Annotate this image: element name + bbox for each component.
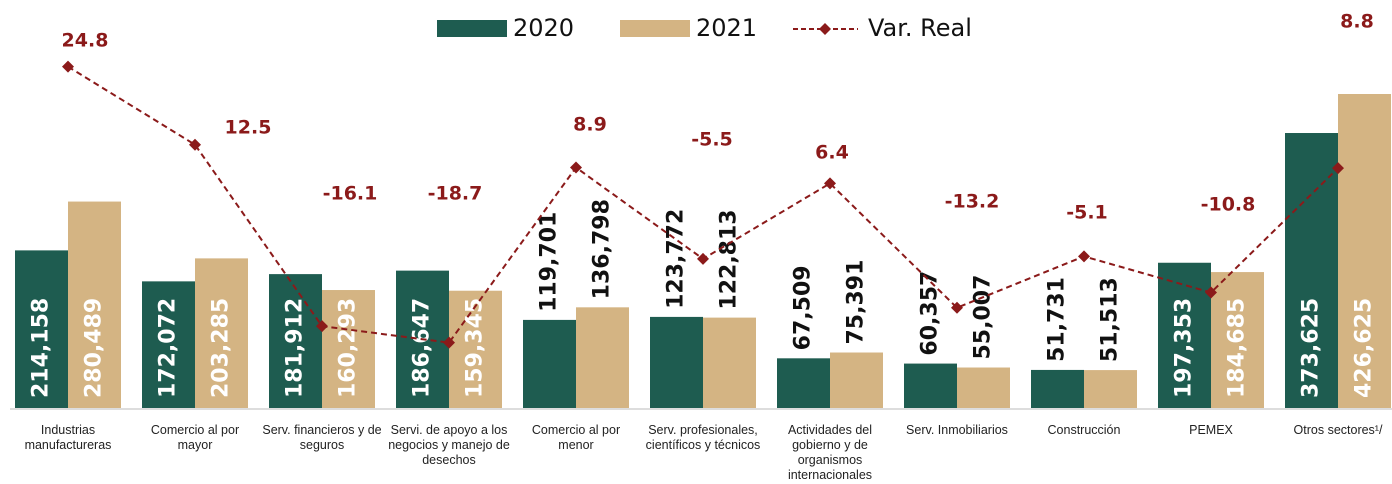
data-label: 122,813 [717, 209, 742, 309]
line-label: 24.8 [62, 30, 109, 52]
data-label: 214,158 [29, 298, 54, 398]
bar [650, 316, 703, 408]
bar [1285, 133, 1338, 408]
data-label: 159,345 [463, 298, 488, 398]
bar [957, 367, 1010, 408]
bar [904, 363, 957, 408]
data-label: 60,357 [918, 271, 943, 356]
x-tick-label: Actividades del gobierno y de organismos… [787, 423, 873, 482]
line-label: -16.1 [323, 183, 378, 205]
x-tick-label: Industrias manufactureras [24, 423, 112, 452]
line-marker [1332, 162, 1344, 175]
data-label: 197,353 [1172, 298, 1197, 398]
line-marker [697, 252, 709, 265]
data-label: 203,285 [209, 298, 234, 398]
legend-label: 2020 [513, 14, 574, 42]
data-label: 280,489 [82, 298, 107, 398]
line-marker [443, 336, 455, 349]
data-label: 55,007 [971, 275, 996, 360]
data-label: 426,625 [1352, 298, 1377, 398]
bar [777, 358, 830, 408]
line-label: -5.1 [1066, 202, 1108, 224]
line-label: -18.7 [428, 183, 483, 205]
data-label: 172,072 [156, 298, 181, 398]
data-label: 186,647 [410, 298, 435, 398]
bar [523, 319, 576, 408]
line-marker [570, 161, 582, 174]
x-tick-label: Comercio al por mayor [150, 423, 240, 452]
line-label: 8.9 [573, 114, 607, 136]
data-label: 136,798 [590, 199, 615, 299]
line-marker [62, 60, 74, 73]
bar [142, 281, 195, 408]
data-label: 75,391 [844, 260, 869, 345]
x-tick-label: Serv. profesionales, científicos y técni… [645, 423, 761, 452]
legend-label: 2021 [696, 14, 757, 42]
bar [1084, 370, 1137, 408]
bar [830, 352, 883, 408]
line-label: -10.8 [1201, 194, 1256, 216]
data-label: 160,293 [336, 298, 361, 398]
x-tick-label: Construcción [1047, 423, 1121, 437]
bar [195, 258, 248, 408]
data-label: 51,731 [1045, 277, 1070, 362]
bar [1211, 272, 1264, 408]
legend-swatch [437, 20, 507, 37]
data-label: 119,701 [537, 212, 562, 312]
line-label: 12.5 [225, 117, 272, 139]
line-marker [951, 301, 963, 314]
bar [576, 307, 629, 408]
line-label: 8.8 [1340, 11, 1374, 33]
data-label: 51,513 [1098, 277, 1123, 362]
line-marker [1205, 286, 1217, 299]
x-tick-label: Comercio al por menor [531, 423, 621, 452]
data-label: 184,685 [1225, 298, 1250, 398]
data-label: 67,509 [791, 265, 816, 350]
line-label: -13.2 [945, 191, 1000, 213]
bar [15, 250, 68, 408]
x-tick-label: Serv. Inmobiliarios [906, 423, 1008, 437]
legend-swatch [620, 20, 690, 37]
line-label: -5.5 [691, 129, 733, 151]
x-tick-label: PEMEX [1189, 423, 1233, 437]
bar [68, 201, 121, 408]
x-tick-label: Otros sectores¹/ [1293, 423, 1383, 437]
legend-marker [819, 23, 831, 35]
legend-label: Var. Real [868, 14, 972, 42]
bar [1158, 262, 1211, 408]
bar [449, 290, 502, 408]
line-marker [316, 320, 328, 333]
data-label: 123,772 [664, 209, 689, 309]
bar [269, 274, 322, 408]
line [67, 65, 1339, 344]
line-marker [824, 177, 836, 190]
data-label: 373,625 [1299, 298, 1324, 398]
bar [703, 317, 756, 408]
x-tick-label: Servi. de apoyo a los negocios y manejo … [388, 423, 510, 467]
data-label: 181,912 [283, 298, 308, 398]
bar [1031, 369, 1084, 408]
x-tick-label: Serv. financieros y de seguros [262, 423, 382, 452]
line-marker [189, 138, 201, 151]
bar [1338, 94, 1391, 408]
line-label: 6.4 [815, 142, 849, 164]
bar [322, 290, 375, 408]
line-marker [1078, 250, 1090, 263]
